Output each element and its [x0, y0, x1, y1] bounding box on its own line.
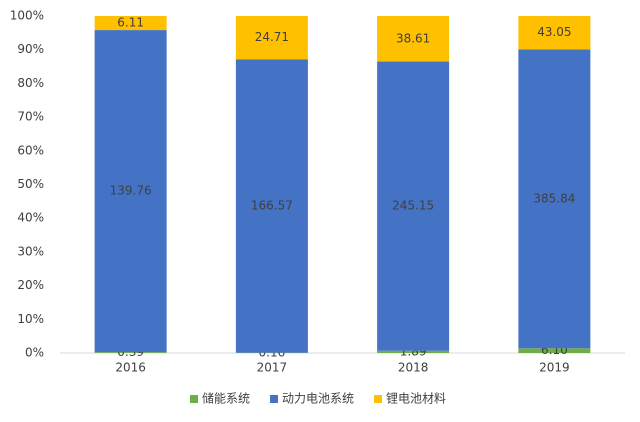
y-tick-label: 10%	[17, 312, 44, 326]
data-label: 24.71	[255, 30, 289, 44]
x-tick-label: 2019	[539, 361, 570, 375]
legend-swatch	[374, 395, 383, 403]
y-tick-label: 30%	[17, 244, 44, 258]
x-tick-label: 2017	[257, 361, 288, 375]
legend-swatch	[270, 395, 279, 403]
data-label: 139.76	[110, 184, 152, 198]
data-label: 385.84	[533, 191, 575, 205]
bar-segment	[377, 61, 450, 351]
y-tick-label: 0%	[25, 346, 44, 360]
y-tick-label: 70%	[17, 110, 44, 124]
data-label: 38.61	[396, 31, 430, 45]
bar-segment	[377, 16, 450, 62]
y-tick-label: 20%	[17, 278, 44, 292]
bar-segment	[235, 16, 308, 60]
legend-label: 储能系统	[202, 391, 250, 406]
y-tick-label: 50%	[17, 177, 44, 191]
bar-segment	[518, 49, 591, 349]
legend-swatch	[190, 395, 198, 403]
bar-segment	[94, 30, 167, 353]
bar-segment	[377, 350, 450, 353]
y-tick-label: 90%	[17, 42, 44, 56]
y-tick-label: 60%	[17, 143, 44, 157]
bar-segment	[235, 59, 308, 353]
x-tick-label: 2016	[115, 361, 146, 375]
legend-label: 锂电池材料	[386, 391, 446, 406]
data-label: 6.11	[117, 16, 144, 30]
y-tick-label: 80%	[17, 76, 44, 90]
bar-segment	[94, 16, 167, 31]
y-tick-label: 100%	[10, 9, 44, 23]
data-label: 245.15	[392, 199, 434, 213]
legend-label: 动力电池系统	[282, 392, 354, 406]
bar-segment	[94, 352, 167, 353]
x-tick-label: 2018	[398, 361, 429, 375]
y-tick-label: 40%	[17, 211, 44, 225]
data-label: 166.57	[251, 199, 293, 213]
bar-segment	[518, 348, 591, 353]
bar-segment	[518, 16, 591, 50]
data-label: 43.05	[537, 25, 571, 39]
